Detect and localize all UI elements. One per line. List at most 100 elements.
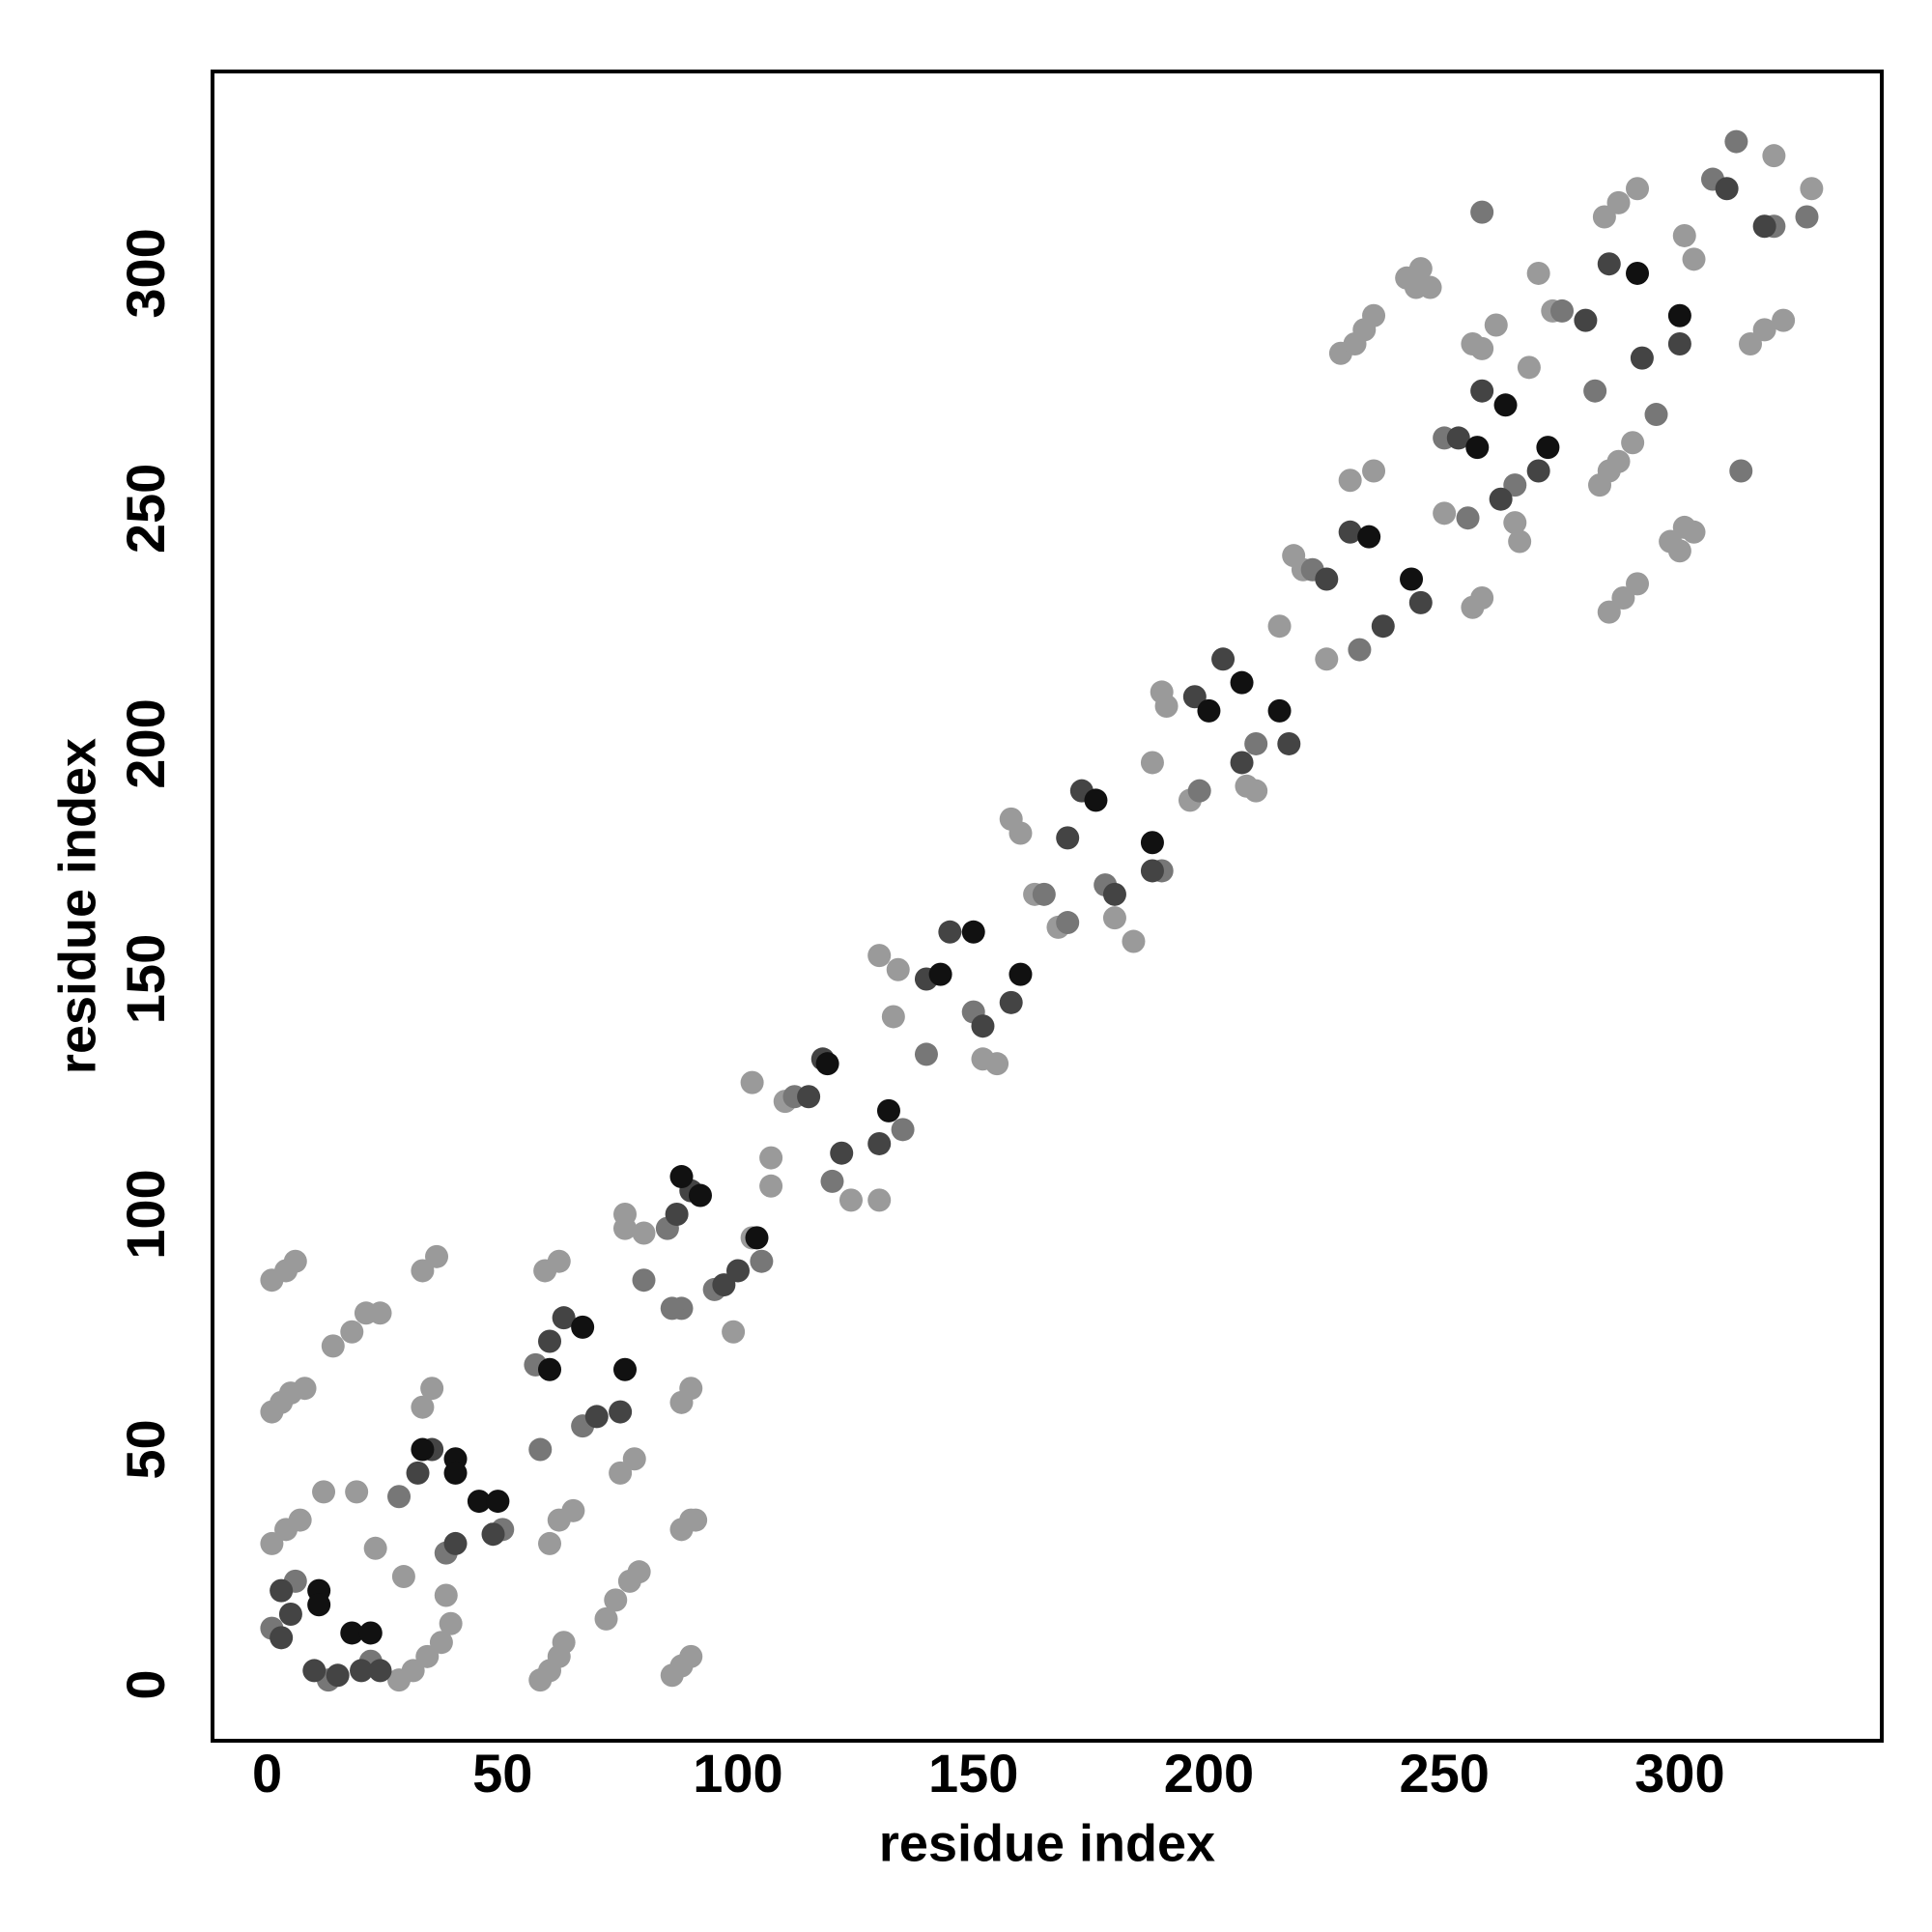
point [260, 1531, 284, 1555]
point [345, 1480, 369, 1504]
point [1526, 261, 1550, 285]
x-tick-label: 200 [1164, 1743, 1254, 1804]
point [326, 1663, 350, 1688]
point [528, 1437, 553, 1462]
point [1433, 501, 1457, 526]
point [486, 1490, 510, 1514]
point [1084, 788, 1108, 812]
point [415, 1644, 440, 1668]
point [552, 1306, 576, 1330]
point [406, 1461, 430, 1485]
point [1418, 275, 1442, 299]
y-tick-label: 300 [115, 228, 176, 318]
point [1408, 257, 1433, 281]
point [891, 1118, 915, 1142]
point [368, 1301, 392, 1325]
point [594, 1606, 618, 1631]
point [985, 1052, 1009, 1076]
point [552, 1631, 576, 1655]
point [387, 1485, 412, 1509]
point [1362, 303, 1386, 327]
point [1682, 520, 1706, 544]
point [283, 1249, 307, 1273]
point [312, 1480, 336, 1504]
point [538, 1531, 562, 1555]
y-tick-label: 100 [115, 1169, 176, 1259]
point [797, 1085, 821, 1109]
points [260, 129, 1824, 1692]
x-axis-title: residue index [879, 1814, 1215, 1872]
point [1338, 469, 1362, 493]
point [1230, 670, 1254, 695]
point [401, 1659, 425, 1683]
point [1715, 177, 1739, 201]
point [293, 1377, 317, 1401]
point [876, 1098, 900, 1122]
point [538, 1357, 562, 1381]
point [1357, 525, 1381, 549]
point [1682, 247, 1706, 271]
point [660, 1296, 684, 1321]
point [1009, 962, 1033, 986]
point [632, 1221, 656, 1245]
point [1574, 308, 1598, 332]
point [443, 1531, 468, 1555]
point [1583, 379, 1607, 403]
point [411, 1259, 435, 1283]
point [1672, 223, 1696, 247]
point [684, 1508, 708, 1532]
point [613, 1357, 638, 1381]
point [1795, 205, 1819, 229]
point [725, 1259, 750, 1283]
point [368, 1659, 392, 1683]
point [1122, 929, 1146, 953]
point [609, 1400, 633, 1424]
point [1630, 346, 1654, 370]
point [815, 1052, 839, 1076]
y-tick-label: 50 [115, 1419, 176, 1479]
point [1446, 426, 1470, 450]
point [1277, 731, 1301, 755]
point [270, 1578, 294, 1603]
point [1182, 685, 1207, 709]
point [1032, 882, 1056, 906]
point [1626, 572, 1650, 596]
point [434, 1583, 458, 1607]
point [1187, 779, 1211, 803]
point [722, 1320, 746, 1344]
x-tick-label: 300 [1634, 1743, 1724, 1804]
point [1470, 200, 1494, 224]
point [1470, 379, 1494, 403]
point [1644, 403, 1668, 427]
point [938, 920, 962, 944]
point [820, 1169, 844, 1193]
x-tick-label: 0 [252, 1743, 282, 1804]
point [1592, 205, 1616, 229]
point [1456, 506, 1480, 530]
point [420, 1377, 444, 1401]
point [411, 1437, 435, 1462]
point [1348, 638, 1372, 662]
point [1140, 751, 1164, 775]
point [1282, 544, 1306, 568]
point [759, 1146, 783, 1170]
point [1508, 529, 1532, 554]
point [538, 1329, 562, 1353]
point [632, 1268, 656, 1293]
point [999, 990, 1023, 1014]
point [1606, 449, 1631, 473]
point [1597, 252, 1621, 276]
point [622, 1447, 646, 1471]
point [1470, 336, 1494, 360]
point [307, 1593, 331, 1617]
point [886, 957, 910, 981]
point [1315, 647, 1339, 671]
point [1400, 567, 1424, 591]
point [561, 1498, 585, 1522]
point [609, 1461, 633, 1485]
y-tick-label: 200 [115, 698, 176, 788]
point [961, 920, 985, 944]
point [1800, 177, 1824, 201]
point [1752, 318, 1776, 342]
